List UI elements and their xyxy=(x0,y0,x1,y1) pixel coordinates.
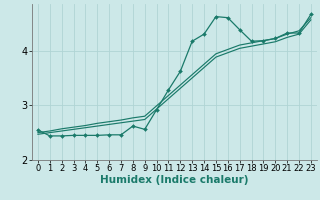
X-axis label: Humidex (Indice chaleur): Humidex (Indice chaleur) xyxy=(100,175,249,185)
